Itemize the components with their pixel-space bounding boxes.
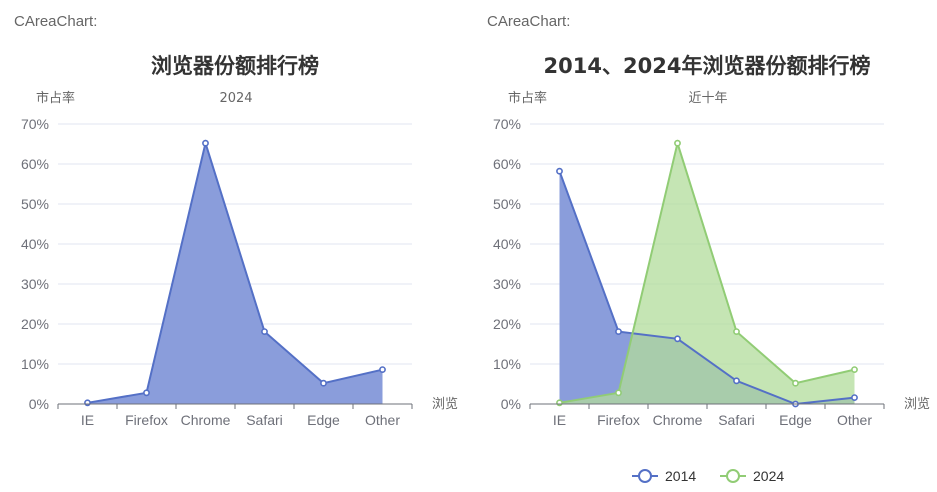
y-tick-label: 40% bbox=[21, 236, 49, 252]
data-point-2014 bbox=[733, 377, 740, 385]
chart-title: 浏览器份额排行榜 bbox=[151, 54, 319, 78]
x-tick-label: IE bbox=[81, 412, 94, 428]
y-tick-label: 70% bbox=[493, 116, 521, 132]
series-area-2024 bbox=[559, 143, 855, 404]
y-tick-label: 40% bbox=[493, 236, 521, 252]
data-point-2024 bbox=[792, 379, 799, 387]
x-tick-label: Firefox bbox=[597, 412, 640, 428]
chart-subtitle: 近十年 bbox=[688, 91, 727, 106]
data-point-2024 bbox=[615, 389, 622, 397]
series-line-2024 bbox=[87, 139, 383, 404]
y-tick-label: 30% bbox=[21, 276, 49, 292]
legend-label-2024: 2024 bbox=[753, 468, 784, 484]
legend-marker-2014 bbox=[638, 469, 652, 483]
legend-marker-2024 bbox=[726, 469, 740, 483]
data-point-2024 bbox=[84, 399, 91, 407]
x-tick-label: Chrome bbox=[653, 412, 703, 428]
x-tick-label: Firefox bbox=[125, 412, 168, 428]
data-point-2024 bbox=[674, 139, 681, 147]
series-line-2014 bbox=[558, 170, 855, 406]
y-tick-label: 70% bbox=[21, 116, 49, 132]
data-point-2014 bbox=[851, 394, 858, 401]
data-point-2024 bbox=[733, 328, 740, 335]
data-point-2024 bbox=[143, 389, 150, 397]
data-point-2024 bbox=[379, 366, 386, 373]
x-tick-label: IE bbox=[553, 412, 566, 428]
x-tick-label: Safari bbox=[246, 412, 283, 428]
widget-label: CAreaChart: bbox=[487, 13, 571, 30]
series-line-2024 bbox=[559, 139, 855, 404]
data-point-2024 bbox=[851, 366, 858, 373]
x-axis-label: 浏览 bbox=[904, 396, 930, 412]
chart-title: 2014、2024年浏览器份额排行榜 bbox=[544, 54, 871, 78]
chart-panel-browser-share: CAreaChart: 浏览器份额排行榜市占率 2024 0% 10% 20% 30% 40… bbox=[0, 0, 468, 492]
y-tick-label: 30% bbox=[493, 276, 521, 292]
data-point-2024 bbox=[320, 379, 327, 387]
data-point-2024 bbox=[556, 399, 563, 407]
y-tick-label: 0% bbox=[29, 396, 49, 412]
y-tick-label: 0% bbox=[501, 396, 521, 412]
data-point-2014 bbox=[556, 167, 563, 175]
y-tick-label: 10% bbox=[493, 356, 521, 372]
x-axis-label: 浏览 bbox=[432, 396, 458, 412]
x-tick-label: Safari bbox=[718, 412, 755, 428]
data-point-2014 bbox=[615, 328, 622, 335]
y-tick-label: 60% bbox=[493, 156, 521, 172]
x-tick-label: Other bbox=[365, 412, 400, 428]
legend-label-2014: 2014 bbox=[665, 468, 696, 484]
y-tick-label: 50% bbox=[493, 196, 521, 212]
chart-subtitle: 2024 bbox=[219, 91, 252, 106]
data-point-2024 bbox=[261, 328, 268, 335]
x-tick-label: Other bbox=[837, 412, 872, 428]
y-tick-label: 50% bbox=[21, 196, 49, 212]
y-axis-label: 市占率 bbox=[36, 90, 75, 106]
series-area-2024 bbox=[87, 143, 383, 404]
x-tick-label: Edge bbox=[779, 412, 812, 428]
y-axis-label: 市占率 bbox=[508, 90, 547, 106]
y-tick-label: 10% bbox=[21, 356, 49, 372]
y-tick-label: 60% bbox=[21, 156, 49, 172]
y-tick-label: 20% bbox=[21, 316, 49, 332]
x-tick-label: Chrome bbox=[181, 412, 231, 428]
data-point-2014 bbox=[674, 335, 681, 343]
y-tick-label: 20% bbox=[493, 316, 521, 332]
widget-label: CAreaChart: bbox=[14, 13, 98, 30]
x-tick-label: Edge bbox=[307, 412, 340, 428]
chart-panel-browser-share-comparison: CAreaChart: 2014、2024年浏览器份额排行榜市占率 近十年 0% 10… bbox=[472, 0, 937, 492]
data-point-2024 bbox=[202, 139, 209, 147]
